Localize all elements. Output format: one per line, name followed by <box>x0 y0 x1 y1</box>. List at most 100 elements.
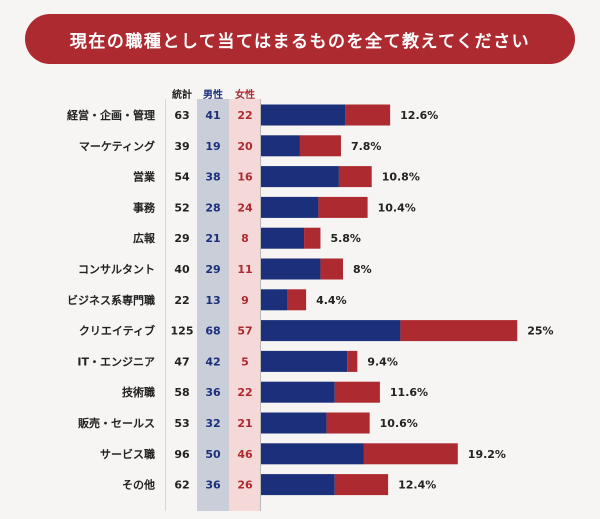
percent-label: 8% <box>353 263 372 276</box>
female-count: 11 <box>237 263 252 276</box>
male-bar <box>261 196 319 218</box>
male-bar <box>261 412 327 434</box>
female-bar <box>299 135 341 157</box>
female-count: 20 <box>237 140 253 153</box>
percent-label: 10.6% <box>380 417 418 430</box>
male-bar <box>261 258 321 280</box>
percent-label: 12.6% <box>400 109 438 122</box>
bar-axis-line <box>260 99 261 511</box>
total-value: 58 <box>174 386 189 399</box>
male-bar <box>261 289 288 311</box>
male-count: 36 <box>205 386 221 399</box>
female-count: 9 <box>241 294 249 307</box>
male-count: 21 <box>205 232 220 245</box>
male-count: 36 <box>205 479 221 492</box>
male-count: 68 <box>205 325 220 338</box>
male-count: 50 <box>205 448 221 461</box>
female-bar <box>400 320 518 342</box>
male-bar <box>261 135 300 157</box>
percent-label: 10.8% <box>382 171 420 184</box>
header-total: 統計 <box>172 90 192 101</box>
total-value: 47 <box>174 355 189 368</box>
male-bar <box>261 443 364 465</box>
female-count: 22 <box>237 386 252 399</box>
female-count: 22 <box>237 109 252 122</box>
category-label: ビジネス系専門職 <box>67 293 155 307</box>
category-label: 事務 <box>133 200 156 214</box>
percent-label: 12.4% <box>398 479 436 492</box>
total-value: 22 <box>174 294 189 307</box>
header-female: 女性 <box>235 90 255 101</box>
male-bar <box>261 104 346 126</box>
total-value: 54 <box>174 171 190 184</box>
female-bar <box>287 289 307 311</box>
female-bar <box>326 412 370 434</box>
female-bar <box>338 166 372 188</box>
percent-label: 19.2% <box>468 448 506 461</box>
category-label: IT・エンジニア <box>77 355 155 368</box>
category-label: サービス職 <box>100 447 155 461</box>
male-bar <box>261 227 305 249</box>
male-count: 41 <box>205 109 220 122</box>
male-count: 28 <box>205 201 220 214</box>
male-column-background <box>197 99 229 511</box>
category-label: コンサルタント <box>78 263 155 276</box>
percent-label: 5.8% <box>330 232 361 245</box>
category-label: 販売・セールス <box>78 416 155 430</box>
category-label: 営業 <box>133 170 156 184</box>
male-bar <box>261 320 401 342</box>
category-label: クリエイティブ <box>79 324 155 338</box>
chart-title-bar: 現在の職種として当てはまるものを全て教えてください <box>25 14 575 64</box>
total-value: 52 <box>174 201 189 214</box>
category-label: 技術職 <box>122 385 155 399</box>
total-value: 62 <box>174 479 189 492</box>
category-label: マーケティング <box>79 139 155 153</box>
header-male: 男性 <box>203 90 223 101</box>
total-value: 63 <box>174 109 189 122</box>
percent-label: 4.4% <box>316 294 347 307</box>
male-count: 38 <box>205 171 220 184</box>
male-count: 13 <box>205 294 220 307</box>
female-bar <box>320 258 343 280</box>
female-count: 26 <box>237 479 253 492</box>
total-value: 40 <box>174 263 190 276</box>
total-value: 29 <box>174 232 189 245</box>
total-value: 53 <box>174 417 189 430</box>
percent-label: 10.4% <box>378 201 416 214</box>
male-count: 29 <box>205 263 220 276</box>
female-bar <box>347 350 358 372</box>
male-count: 32 <box>205 417 220 430</box>
female-count: 24 <box>237 201 253 214</box>
category-label: 広報 <box>133 231 156 245</box>
percent-label: 9.4% <box>367 355 398 368</box>
male-bar <box>261 474 335 496</box>
female-count: 46 <box>237 448 253 461</box>
male-count: 19 <box>205 140 220 153</box>
female-bar <box>304 227 321 249</box>
category-label: その他 <box>122 478 155 492</box>
female-count: 5 <box>241 355 249 368</box>
category-label: 経営・企画・管理 <box>67 108 155 122</box>
female-bar <box>318 196 368 218</box>
female-bar <box>363 443 458 465</box>
male-bar <box>261 381 335 403</box>
female-bar <box>345 104 391 126</box>
male-count: 42 <box>205 355 220 368</box>
percent-label: 7.8% <box>351 140 382 153</box>
label-separator-line <box>165 99 166 511</box>
percent-label: 25% <box>527 325 553 338</box>
female-bar <box>334 381 380 403</box>
chart-title: 現在の職種として当てはまるものを全て教えてください <box>69 31 531 52</box>
total-value: 96 <box>174 448 190 461</box>
female-count: 21 <box>237 417 252 430</box>
male-bar <box>261 166 339 188</box>
total-value: 125 <box>171 325 194 338</box>
percent-label: 11.6% <box>390 386 428 399</box>
total-value: 39 <box>174 140 189 153</box>
female-count: 57 <box>237 325 252 338</box>
female-column-background <box>229 99 261 511</box>
female-count: 8 <box>241 232 249 245</box>
female-bar <box>334 474 389 496</box>
female-count: 16 <box>237 171 253 184</box>
